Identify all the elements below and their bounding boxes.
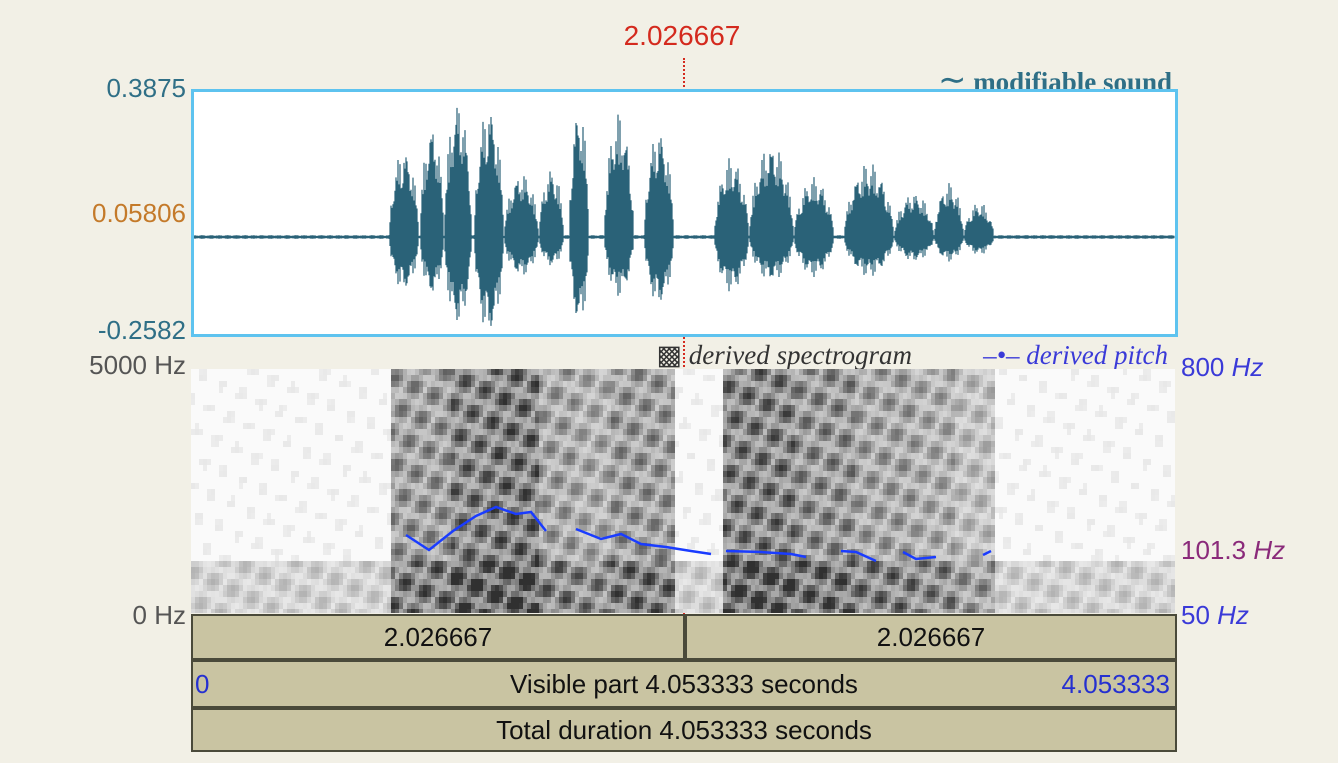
spectrogram-legend: ▩ derived spectrogram bbox=[657, 340, 912, 371]
amplitude-cursor-label: 0.05806 bbox=[92, 198, 186, 228]
time-bar-right-half[interactable]: 2.026667 bbox=[685, 614, 1177, 660]
time-bar-left-half[interactable]: 2.026667 bbox=[191, 614, 685, 660]
pitch-min-value: 50 bbox=[1181, 600, 1210, 630]
spectrogram-legend-label: derived spectrogram bbox=[688, 340, 912, 370]
amplitude-min-label: -0.2582 bbox=[97, 315, 186, 345]
amplitude-max-label: 0.3875 bbox=[106, 73, 186, 103]
cursor-time-label: 2.026667 bbox=[623, 20, 741, 51]
spectrogram-panel[interactable] bbox=[191, 369, 1175, 613]
spectrogram-plot[interactable] bbox=[191, 369, 1175, 613]
freq-max-label: 5000 Hz bbox=[89, 350, 186, 380]
pitch-contour-segment bbox=[575, 527, 712, 556]
waveform-panel[interactable] bbox=[191, 89, 1178, 337]
pitch-contour-segment bbox=[840, 549, 877, 563]
pitch-max-unit: Hz bbox=[1231, 352, 1264, 382]
pitch-cursor-unit: Hz bbox=[1253, 535, 1286, 565]
freq-min-label: 0 Hz bbox=[132, 600, 186, 630]
total-duration-bar[interactable]: Total duration 4.053333 seconds bbox=[191, 708, 1177, 752]
pitch-cursor-label: 101.3 Hz bbox=[1181, 535, 1285, 566]
waveform-trace bbox=[193, 107, 1175, 326]
visible-end-label: 4.053333 bbox=[1061, 669, 1170, 699]
line-dot-icon: –•– bbox=[983, 340, 1020, 370]
visible-start-label: 0 bbox=[195, 669, 210, 699]
pitch-legend: –•– derived pitch bbox=[983, 340, 1168, 371]
waveform-plot[interactable] bbox=[193, 92, 1175, 334]
pitch-contour-segment bbox=[902, 550, 937, 561]
visible-part-bar[interactable]: Visible part 4.053333 seconds bbox=[191, 660, 1177, 708]
pitch-legend-label: derived pitch bbox=[1026, 340, 1168, 370]
pitch-max-value: 800 bbox=[1181, 352, 1225, 382]
pitch-contour-segment bbox=[725, 549, 807, 559]
pitch-contour-segment bbox=[405, 505, 547, 552]
visible-part-label: Visible part 4.053333 seconds bbox=[510, 669, 858, 699]
pitch-contour-segment bbox=[982, 549, 992, 557]
pitch-min-label: 50 Hz bbox=[1181, 600, 1249, 631]
pitch-min-unit: Hz bbox=[1217, 600, 1249, 630]
pitch-max-label: 800 Hz bbox=[1181, 352, 1263, 383]
pitch-cursor-value: 101.3 bbox=[1181, 535, 1247, 565]
checker-square-icon: ▩ bbox=[656, 340, 683, 370]
